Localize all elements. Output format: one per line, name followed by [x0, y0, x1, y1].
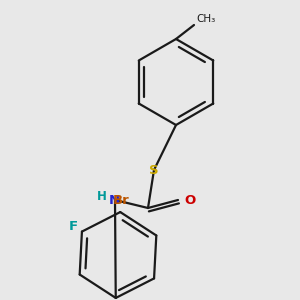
Text: O: O: [184, 194, 195, 206]
Text: S: S: [149, 164, 159, 176]
Text: Br: Br: [112, 194, 129, 207]
Text: F: F: [69, 220, 78, 232]
Text: H: H: [97, 190, 107, 203]
Text: CH₃: CH₃: [196, 14, 215, 24]
Text: N: N: [108, 194, 120, 208]
